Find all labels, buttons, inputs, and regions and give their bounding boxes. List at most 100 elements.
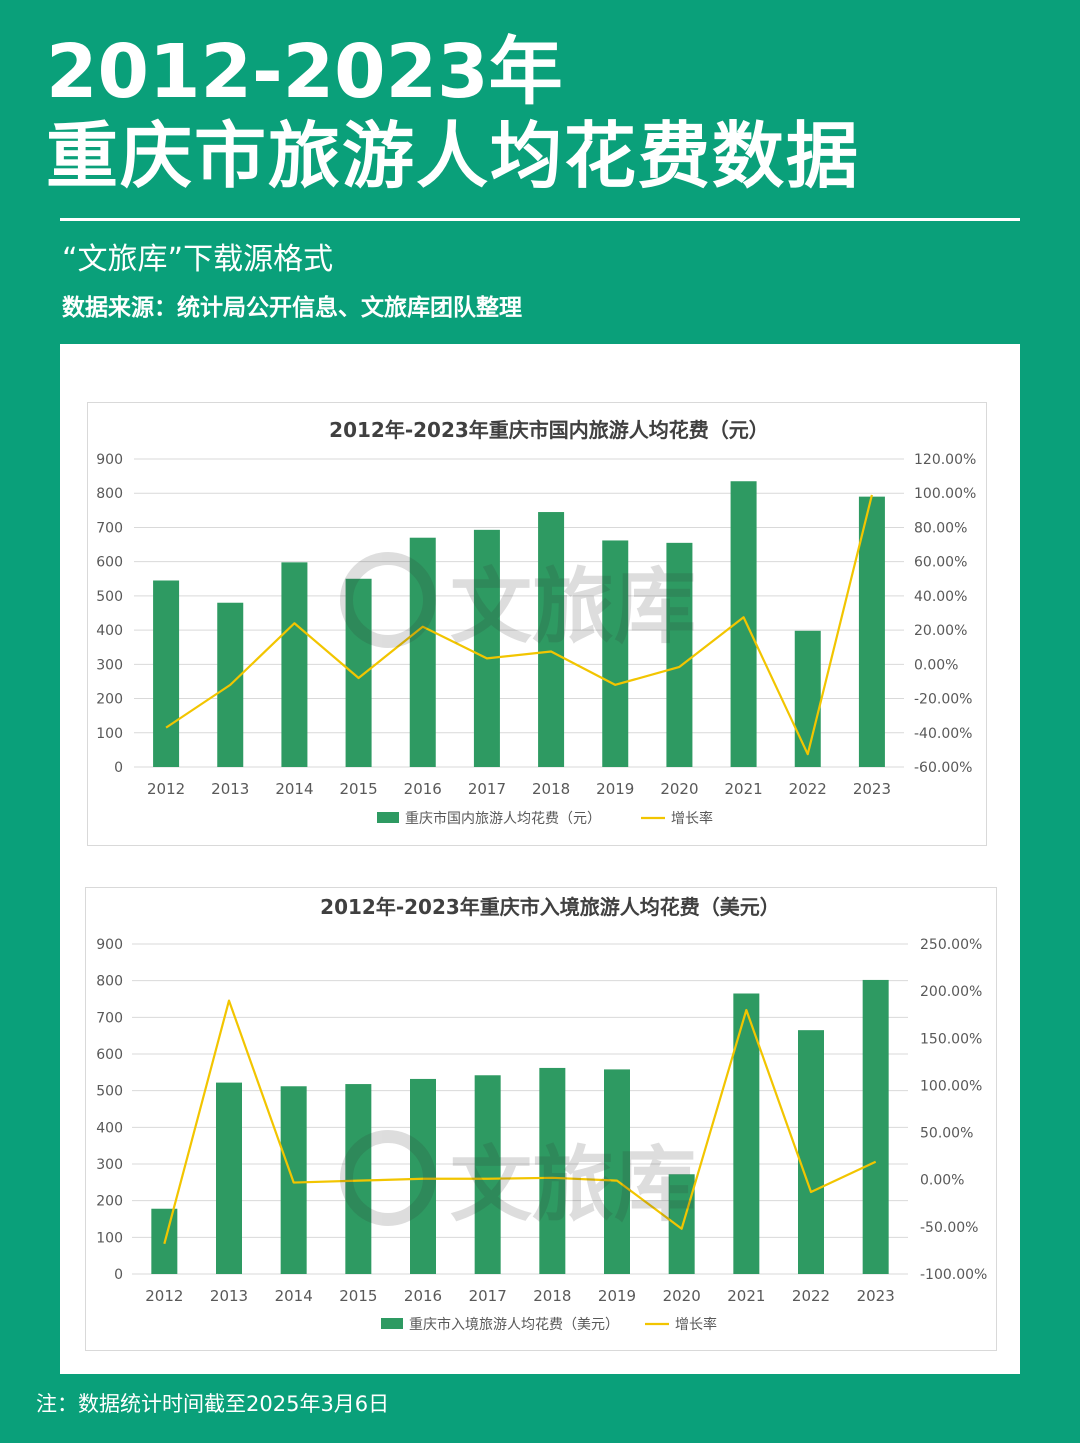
y-tick-label-left: 600 (96, 1047, 123, 1063)
legend-line-label: 增长率 (671, 810, 713, 827)
legend: 重庆市国内旅游人均花费（元） 增长率 (377, 810, 713, 827)
data-source: 数据来源：统计局公开信息、文旅库团队整理 (62, 295, 522, 321)
y-tick-label-left: 300 (96, 657, 123, 673)
title-divider (60, 218, 1020, 221)
growth-rate-line (163, 999, 877, 1245)
x-tick-label: 2018 (532, 780, 570, 798)
subtitle: “文旅库”下载源格式 (62, 242, 334, 277)
x-tick-label: 2012 (145, 1287, 183, 1305)
x-tick-label: 2017 (469, 1287, 507, 1305)
chart-title: 2012年-2023年重庆市国内旅游人均花费（元） (329, 418, 769, 442)
bar (473, 529, 500, 767)
y-tick-label-left: 600 (96, 555, 123, 571)
x-tick-label: 2017 (468, 780, 506, 798)
domestic-chart-svg: 2012年-2023年重庆市国内旅游人均花费（元） 900 800 700 600 500… (96, 418, 976, 827)
y-tick-label-right: 150.00% (920, 1031, 982, 1047)
y-tick-label-left: 500 (96, 1084, 123, 1100)
y-tick-label-right: 100.00% (914, 486, 976, 502)
x-tick-label: 2016 (404, 1287, 442, 1305)
x-tick-label: 2023 (853, 780, 891, 798)
bar (281, 562, 308, 767)
legend-line-label: 增长率 (675, 1316, 717, 1333)
bar (474, 1075, 501, 1274)
y-tick-label-left: 200 (96, 692, 123, 708)
x-tick-label: 2021 (724, 780, 762, 798)
y-tick-label-left: 900 (96, 937, 123, 953)
footer-note: 注：数据统计时间截至2025年3月6日 (36, 1392, 390, 1416)
bar (153, 580, 180, 767)
bar (410, 1078, 436, 1274)
y-tick-label-right: 100.00% (920, 1078, 982, 1094)
x-tick-label: 2012 (147, 780, 185, 798)
bar (666, 542, 693, 767)
bar (216, 1082, 242, 1274)
y-tick-label-left: 0 (114, 1267, 123, 1283)
y-tick-label-right: 50.00% (920, 1126, 973, 1142)
y-tick-label-left: 900 (96, 452, 123, 468)
x-tick-label: 2021 (727, 1287, 765, 1305)
legend-bar-label: 重庆市入境旅游人均花费（美元） (409, 1316, 619, 1333)
y-tick-label-left: 200 (96, 1194, 123, 1210)
y-tick-label-right: -100.00% (920, 1267, 987, 1283)
y-tick-label-right: -50.00% (920, 1220, 978, 1236)
x-tick-label: 2023 (857, 1287, 895, 1305)
y-tick-label-left: 400 (96, 1120, 123, 1136)
x-tick-label: 2015 (339, 1287, 377, 1305)
legend-bar-swatch (377, 812, 399, 823)
x-tick-label: 2020 (663, 1287, 701, 1305)
y-tick-label-right: -40.00% (914, 726, 972, 742)
page-title-line1: 2012-2023年 (46, 29, 563, 115)
x-tick-label: 2020 (660, 780, 698, 798)
y-tick-label-left: 100 (96, 1230, 123, 1246)
x-tick-label: 2018 (533, 1287, 571, 1305)
y-tick-label-left: 0 (114, 760, 123, 776)
bar (668, 1174, 695, 1274)
x-tick-label: 2019 (596, 780, 634, 798)
y-tick-label-right: 200.00% (920, 984, 982, 1000)
growth-rate-line (165, 494, 873, 756)
y-tick-label-right: 20.00% (914, 623, 967, 639)
x-tick-label: 2016 (404, 780, 442, 798)
bar (409, 537, 436, 767)
bar (539, 1067, 566, 1274)
y-tick-label-left: 500 (96, 589, 123, 605)
y-tick-label-left: 800 (96, 486, 123, 502)
page-title-line2: 重庆市旅游人均花费数据 (46, 114, 861, 198)
y-tick-label-right: 0.00% (914, 657, 958, 673)
x-tick-label: 2019 (598, 1287, 636, 1305)
bar (538, 512, 565, 767)
x-tick-label: 2014 (275, 780, 313, 798)
x-tick-label: 2013 (211, 780, 249, 798)
domestic-chart: 2012年-2023年重庆市国内旅游人均花费（元） 900 800 700 600 500… (87, 402, 987, 846)
x-tick-label: 2013 (210, 1287, 248, 1305)
y-tick-label-left: 100 (96, 726, 123, 742)
y-tick-label-right: 60.00% (914, 555, 967, 571)
chart-title: 2012年-2023年重庆市入境旅游人均花费（美元） (320, 895, 780, 919)
y-tick-label-right: 40.00% (914, 589, 967, 605)
inbound-chart-svg: 2012年-2023年重庆市入境旅游人均花费（美元） 900 800 700 600 50… (96, 895, 987, 1333)
y-tick-label-right: -20.00% (914, 692, 972, 708)
bar (345, 578, 372, 767)
bar (858, 496, 885, 767)
y-tick-label-left: 300 (96, 1157, 123, 1173)
bar (602, 540, 629, 767)
bar (345, 1084, 372, 1274)
bar (862, 979, 889, 1274)
y-tick-label-right: 0.00% (920, 1173, 964, 1189)
legend-bar-swatch (381, 1318, 403, 1329)
inbound-chart: 2012年-2023年重庆市入境旅游人均花费（美元） 900 800 700 600 50… (85, 887, 997, 1351)
x-tick-label: 2022 (792, 1287, 830, 1305)
y-tick-label-left: 400 (96, 623, 123, 639)
y-tick-label-right: 120.00% (914, 452, 976, 468)
y-tick-label-right: -60.00% (914, 760, 972, 776)
bar (794, 630, 821, 767)
y-tick-label-right: 250.00% (920, 937, 982, 953)
x-tick-label: 2022 (789, 780, 827, 798)
legend-bar-label: 重庆市国内旅游人均花费（元） (405, 810, 601, 827)
bar (798, 1030, 824, 1274)
x-tick-label: 2014 (275, 1287, 313, 1305)
y-tick-label-left: 700 (96, 520, 123, 536)
y-tick-label-left: 700 (96, 1010, 123, 1026)
x-tick-label: 2015 (339, 780, 377, 798)
y-tick-label-right: 80.00% (914, 520, 967, 536)
